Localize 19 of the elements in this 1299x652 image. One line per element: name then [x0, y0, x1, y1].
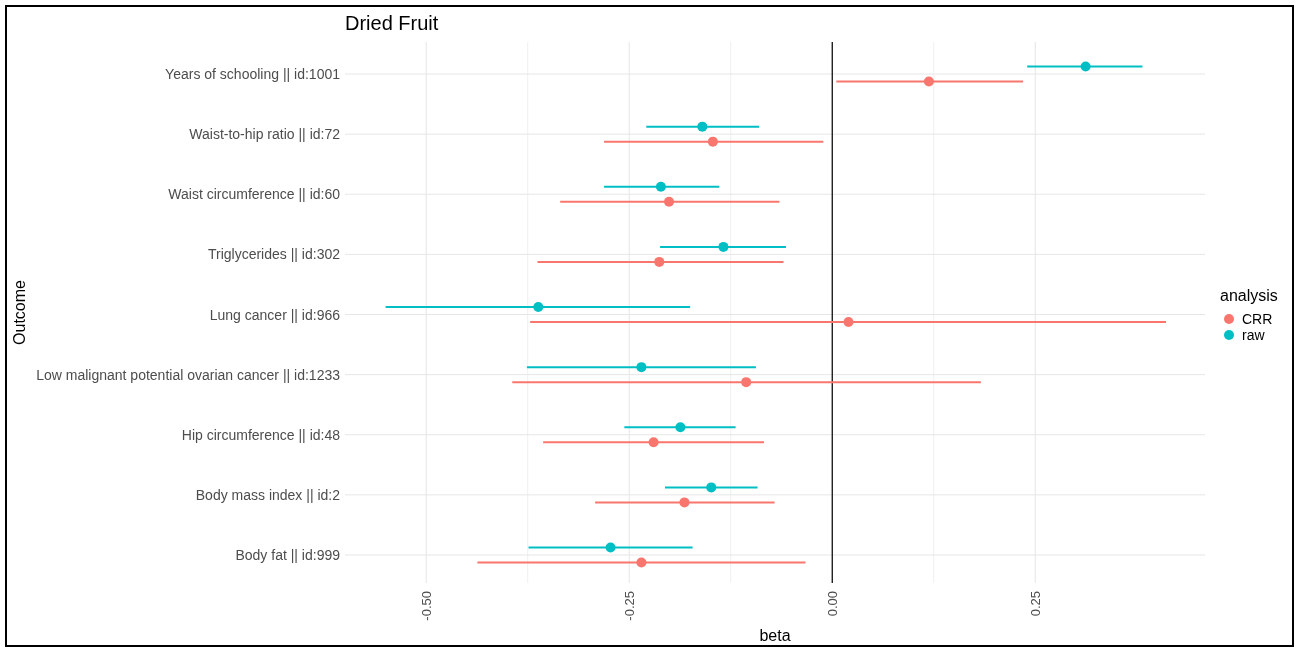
- y-tick-label: Body mass index || id:2: [195, 486, 341, 503]
- y-tick-label: Lung cancer || id:966: [209, 306, 341, 323]
- y-tick-label: Waist-to-hip ratio || id:72: [189, 126, 341, 143]
- x-axis-title: beta: [759, 627, 791, 644]
- y-tick-label: Body fat || id:999: [235, 547, 341, 563]
- x-tick-label: -0.25: [622, 591, 638, 621]
- x-tick-label: 0.25: [1028, 591, 1044, 617]
- y-tick-label: Hip circumference || id:48: [181, 426, 341, 443]
- legend-label: CRR: [1242, 311, 1273, 327]
- y-tick-label: Waist circumference || id:60: [168, 186, 341, 203]
- y-tick-label: Low malignant potential ovarian cancer || id:1233: [36, 366, 341, 383]
- y-tick-label: Triglycerides || id:302: [207, 246, 341, 263]
- y-axis-title: Outcome: [11, 279, 28, 345]
- x-tick-label: -0.50: [419, 591, 435, 621]
- legend-title: analysis: [1220, 287, 1278, 304]
- y-tick-label: Years of schooling || id:1001: [165, 66, 341, 82]
- chart-title: Dried Fruit: [345, 12, 439, 34]
- legend-label: raw: [1242, 327, 1266, 343]
- x-tick-label: 0.00: [825, 591, 841, 617]
